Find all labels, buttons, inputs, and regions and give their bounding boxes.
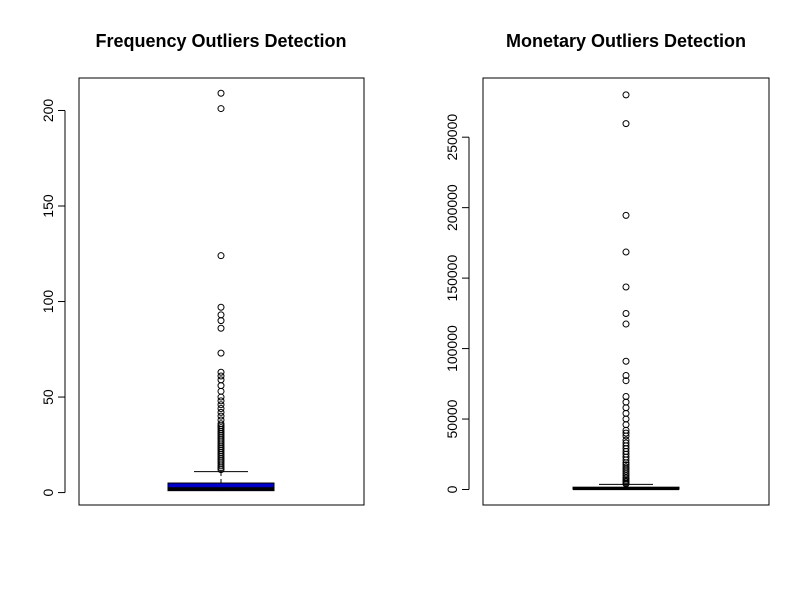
monetary-boxplot-panel: Monetary Outliers Detection 0 50000 100000…: [444, 31, 770, 506]
monetary-outlier-point: [622, 371, 630, 379]
frequency-outlier-point: [217, 105, 225, 113]
frequency-outlier-point: [217, 368, 225, 376]
monetary-y-tick-label: 150000: [444, 255, 460, 302]
frequency-outlier-point: [217, 412, 225, 420]
monetary-y-tick-label: 50000: [444, 399, 460, 438]
monetary-outlier-point: [622, 456, 630, 464]
frequency-y-tick-label: 50: [40, 389, 56, 405]
frequency-boxplot-panel: Frequency Outliers Detection 0 50 100 150 20…: [40, 31, 365, 506]
monetary-outlier-point: [622, 309, 630, 317]
frequency-outlier-point: [217, 464, 225, 472]
monetary-y-tick-label: 0: [444, 485, 460, 493]
monetary-plot-frame: [482, 77, 770, 506]
frequency-outlier-point: [217, 462, 225, 470]
monetary-outlier-point: [622, 211, 630, 219]
monetary-outlier-point: [622, 377, 630, 385]
frequency-outlier-point: [217, 405, 225, 413]
monetary-outlier-point: [622, 91, 630, 99]
monetary-chart-title: Monetary Outliers Detection: [506, 31, 746, 51]
monetary-y-axis: 0 50000 100000 150000 200000 250000: [444, 114, 470, 493]
monetary-plot-marks: [572, 91, 680, 491]
frequency-outlier-point: [217, 252, 225, 260]
frequency-outlier-point: [217, 466, 225, 474]
frequency-y-tick-label: 0: [40, 488, 56, 496]
monetary-outlier-point: [622, 120, 630, 128]
frequency-y-tick-label: 200: [40, 99, 56, 123]
frequency-outlier-point: [217, 397, 225, 405]
frequency-outlier-point: [217, 89, 225, 97]
frequency-outlier-point: [217, 372, 225, 380]
monetary-outlier-point: [622, 357, 630, 365]
frequency-outlier-point: [217, 349, 225, 357]
monetary-outlier-point: [622, 283, 630, 291]
frequency-outlier-point: [217, 393, 225, 401]
monetary-outlier-point: [622, 429, 630, 437]
frequency-plot-marks: [167, 89, 275, 492]
frequency-outlier-point: [217, 324, 225, 332]
frequency-y-axis: 0 50 100 150 200: [40, 99, 66, 496]
monetary-y-tick-label: 250000: [444, 114, 460, 161]
frequency-chart-title: Frequency Outliers Detection: [95, 31, 346, 51]
frequency-box: [167, 482, 275, 492]
frequency-outlier-point: [217, 401, 225, 409]
monetary-outlier-point: [622, 432, 630, 440]
frequency-y-tick-label: 150: [40, 194, 56, 218]
monetary-y-tick-label: 100000: [444, 325, 460, 372]
monetary-outlier-point: [622, 248, 630, 256]
frequency-outlier-point: [217, 303, 225, 311]
frequency-y-tick-label: 100: [40, 290, 56, 314]
frequency-plot-frame: [78, 77, 365, 506]
frequency-outlier-point: [217, 408, 225, 416]
monetary-outlier-point: [622, 480, 630, 488]
frequency-outlier-point: [217, 317, 225, 325]
monetary-y-tick-label: 200000: [444, 184, 460, 231]
monetary-outlier-point: [622, 320, 630, 328]
